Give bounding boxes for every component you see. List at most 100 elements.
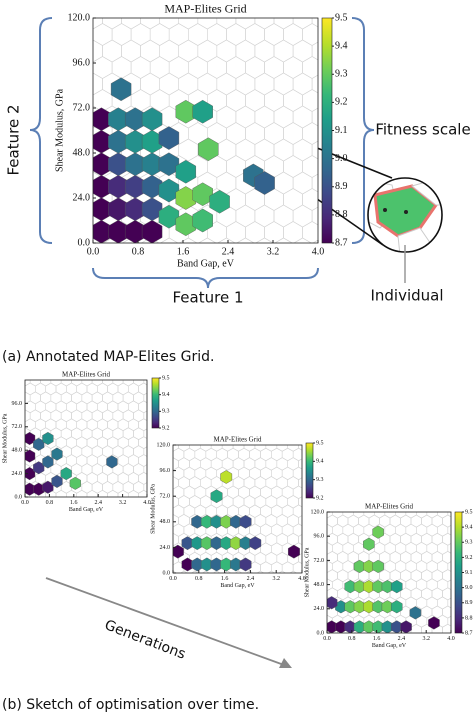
caption: (a) Annotated MAP-Elites Grid.	[2, 349, 215, 365]
empty-cell	[143, 482, 147, 493]
x-tick-label: 4.0	[312, 246, 325, 257]
chart-title: MAP-Elites Grid	[164, 1, 246, 15]
colorbar-tick-label: 8.9	[465, 600, 473, 606]
y-tick-label: 120.0	[311, 509, 325, 515]
colorbar-tick-label: 9.3	[316, 477, 324, 483]
empty-cell	[298, 458, 302, 470]
colorbar-tick-label: 8.8	[335, 209, 348, 220]
colorbar	[305, 442, 314, 499]
chart-title: MAP-Elites Grid	[213, 436, 262, 444]
empty-cell	[143, 428, 147, 439]
x-tick-label: 2.4	[222, 246, 235, 257]
cell	[209, 189, 230, 214]
empty-cell	[447, 615, 451, 627]
plot-area	[327, 512, 451, 633]
y-tick-label: 72.0	[73, 102, 91, 113]
annotation: Fitness scale	[375, 121, 470, 139]
x-tick-label: 3.2	[272, 576, 280, 582]
chart-title: MAP-Elites Grid	[365, 503, 414, 511]
annotation: Feature 2	[5, 105, 23, 176]
x-tick-label: 3.2	[267, 246, 280, 257]
brace	[92, 267, 319, 289]
colorbar-tick-label: 9.4	[162, 392, 170, 398]
colorbar-tick-label: 9.2	[162, 425, 170, 431]
plot-area	[173, 445, 302, 573]
y-axis-label: Shear Modulus, GPa	[54, 88, 65, 172]
x-tick-label: 0.8	[46, 500, 54, 506]
empty-cell	[298, 515, 302, 527]
y-tick-label: 48.0	[160, 519, 171, 525]
colorbar	[454, 511, 463, 634]
x-tick-label: 0.0	[169, 576, 177, 582]
x-tick-label: 4.0	[143, 500, 151, 506]
cell	[158, 126, 180, 150]
empty-cell	[311, 206, 318, 226]
colorbar-tick-label: 9.5	[162, 375, 170, 381]
empty-cell	[143, 464, 147, 475]
cell	[239, 557, 252, 572]
colorbar	[321, 17, 333, 244]
plot-area	[25, 380, 147, 497]
cell	[192, 99, 213, 124]
plot-frame	[172, 444, 303, 574]
cell	[249, 536, 262, 551]
x-axis-label: Band Gap, eV	[220, 583, 255, 589]
brace	[351, 17, 375, 244]
cell	[327, 596, 338, 610]
cell	[192, 208, 213, 233]
colorbar-tick-label: 9.3	[335, 69, 348, 80]
y-axis-label: Shear Modulus, GPa	[151, 484, 157, 534]
colorbar-tick-label: 9.5	[465, 509, 473, 515]
empty-cell	[311, 173, 318, 193]
cell	[141, 219, 163, 243]
colorbar-tick-label: 9.4	[465, 525, 473, 531]
cell	[51, 447, 63, 461]
arrow-head	[279, 658, 292, 668]
cell	[254, 171, 275, 195]
arrow	[45, 577, 285, 666]
y-tick-label: 96.0	[12, 401, 23, 407]
y-tick-label: 96.0	[73, 57, 91, 68]
cell	[69, 476, 81, 490]
colorbar-tick-label: 9.1	[335, 125, 348, 136]
empty-cell	[311, 107, 318, 127]
y-tick-label: 24.0	[160, 545, 171, 551]
x-tick-label: 0.0	[323, 636, 331, 642]
colorbar-tick-label: 9.5	[316, 440, 324, 446]
colorbar-tick-label: 9.4	[316, 459, 324, 465]
cell	[239, 514, 252, 529]
cell	[158, 204, 180, 229]
cell	[400, 620, 412, 633]
empty-cell	[447, 561, 451, 572]
y-tick-label: 72.0	[314, 558, 325, 564]
x-tick-label: 3.2	[119, 500, 127, 506]
cell	[42, 455, 54, 469]
cell	[198, 137, 219, 162]
empty-cell	[143, 446, 147, 457]
y-tick-label: 120.0	[68, 12, 91, 23]
empty-cell	[143, 392, 147, 404]
zoom-inset	[367, 177, 443, 253]
cell	[288, 544, 300, 559]
cell	[60, 467, 72, 481]
y-tick-label: 24.0	[73, 192, 91, 203]
colorbar-tick-label: 8.8	[465, 615, 473, 621]
x-tick-label: 4.0	[447, 636, 455, 642]
empty-cell	[447, 524, 451, 536]
cell	[391, 580, 403, 594]
empty-cell	[298, 534, 302, 546]
cell	[363, 537, 375, 551]
empty-cell	[311, 74, 318, 94]
caption: (b) Sketch of optimisation over time.	[2, 697, 259, 713]
x-tick-label: 1.6	[373, 636, 381, 642]
colorbar-tick-label: 9.2	[316, 495, 324, 501]
empty-cell	[298, 477, 302, 489]
empty-cell	[447, 597, 451, 609]
empty-cell	[298, 496, 302, 508]
brace	[29, 17, 53, 244]
cell	[192, 182, 213, 207]
cell	[141, 107, 163, 132]
cell	[158, 152, 180, 177]
y-tick-label: 0.0	[15, 494, 23, 500]
